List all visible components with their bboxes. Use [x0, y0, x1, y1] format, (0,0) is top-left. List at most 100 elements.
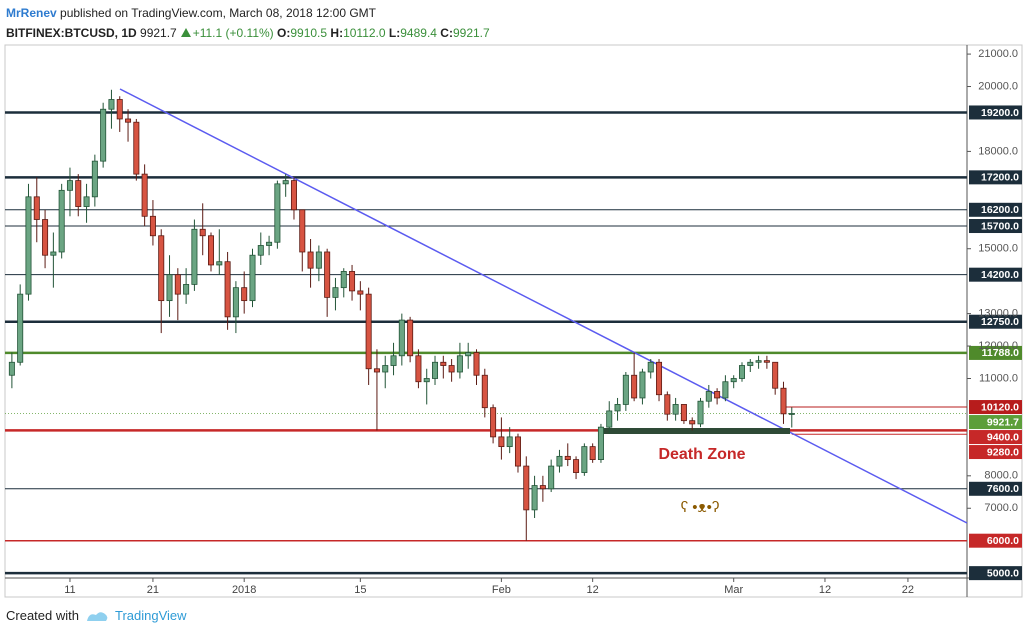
level-label: 6000.0	[987, 535, 1019, 547]
x-tick-label: 12	[819, 584, 831, 596]
candle-body	[597, 426, 604, 460]
candle-body	[249, 254, 256, 302]
candle-body	[50, 251, 57, 256]
y-tick-label: 7000.0	[984, 502, 1018, 514]
c-label: C:	[440, 26, 453, 40]
candle-body	[224, 261, 231, 318]
candle-body	[241, 287, 248, 302]
candle-body	[149, 215, 156, 237]
level-label: 9400.0	[987, 431, 1019, 443]
o-value: 9910.5	[290, 26, 328, 40]
candle-body	[83, 196, 90, 207]
candle-body	[42, 219, 49, 256]
candle-body	[763, 360, 770, 363]
candle-body	[274, 183, 281, 243]
candle-body	[548, 465, 555, 490]
candle-body	[166, 274, 173, 302]
levels	[5, 111, 967, 575]
l-value: 9489.4	[400, 26, 437, 40]
candle-body	[481, 374, 488, 409]
candle-body	[672, 404, 679, 415]
candle-body	[158, 235, 165, 302]
candle-body	[199, 228, 206, 237]
author[interactable]: MrRenev	[6, 6, 57, 20]
candle-body	[780, 387, 787, 415]
header-line: MrRenev published on TradingView.com, Ma…	[6, 3, 490, 23]
candle-body	[191, 228, 198, 285]
level-label-box	[969, 267, 1022, 282]
level-label: 7600.0	[987, 483, 1019, 495]
candle-body	[490, 407, 497, 438]
y-tick-label: 18000.0	[978, 145, 1018, 157]
candle-body	[498, 436, 505, 448]
price-labels: 19200.0 17200.0 16200.0 15700.0 14200.0 12750…	[969, 105, 1022, 581]
level-label: 12750.0	[981, 316, 1019, 328]
candle-body	[299, 209, 306, 253]
level-label: 9280.0	[987, 446, 1019, 458]
candles	[8, 89, 795, 541]
candle-body	[58, 189, 65, 253]
level-label: 10120.0	[981, 401, 1019, 413]
level-label: 11788.0	[982, 347, 1020, 359]
candle-body	[141, 173, 148, 217]
candle-body	[208, 235, 215, 266]
footer: Created with TradingView	[6, 608, 187, 623]
candle-body	[531, 485, 538, 511]
candle-body	[257, 245, 264, 256]
level-label: 5000.0	[987, 567, 1019, 579]
y-tick-label: 15000.0	[978, 243, 1018, 255]
published: published on TradingView.com, March 08, …	[60, 6, 376, 20]
level-label-box	[969, 170, 1022, 185]
x-tick-label: 12	[587, 584, 599, 596]
level-label-box	[969, 481, 1022, 496]
candle-body	[17, 293, 24, 363]
candle-body	[91, 160, 98, 198]
candle-body	[340, 271, 347, 289]
level-label-box	[969, 533, 1022, 548]
x-tick-label: 15	[354, 584, 366, 596]
candle-body	[589, 446, 596, 460]
candle-body	[324, 251, 331, 298]
candle-body	[232, 287, 239, 318]
y-tick-label: 13000.0	[978, 308, 1018, 320]
candle-body	[606, 410, 613, 428]
candle-body	[33, 196, 40, 220]
candle-body	[639, 371, 646, 399]
level-label: 9921.7	[987, 416, 1019, 428]
candle-body	[539, 485, 546, 490]
candle-body	[689, 420, 696, 425]
level-label: 14200.0	[981, 269, 1019, 281]
level-label-box	[969, 400, 1022, 415]
candle-body	[622, 374, 629, 405]
candle-body	[506, 436, 513, 448]
candle-body	[614, 404, 621, 412]
chart: Death Zone ʕ •ᴥ•ʔ 19200.017200.016200.01…	[4, 44, 1023, 598]
candle-body	[315, 251, 322, 269]
annotation: ʕ •ᴥ•ʔ	[681, 499, 720, 516]
y-tick-label: 12000.0	[978, 340, 1018, 352]
x-tick-label: 2018	[232, 584, 256, 596]
candle-body	[382, 365, 389, 373]
candle-body	[697, 400, 704, 425]
o-label: O:	[277, 26, 291, 40]
candle-body	[216, 261, 223, 266]
header-line: BITFINEX:BTCUSD, 1D 9921.7 +11.1 (+0.11%)…	[6, 23, 490, 43]
y-tick-label: 8000.0	[984, 470, 1018, 482]
candle-body	[788, 413, 795, 415]
up-arrow	[180, 28, 191, 37]
candle-body	[25, 196, 32, 295]
candle-body	[174, 274, 181, 295]
logo	[86, 611, 108, 621]
candle-body	[8, 361, 15, 376]
support-box	[598, 428, 790, 434]
candle-body	[714, 391, 721, 399]
candle-body	[705, 391, 712, 402]
level-label-box	[969, 314, 1022, 329]
candle-body	[108, 99, 115, 110]
x-tick-label: Feb	[492, 584, 511, 596]
brand[interactable]: TradingView	[114, 608, 187, 623]
candle-body	[133, 121, 140, 175]
candle-body	[456, 355, 463, 373]
annotation: Death Zone	[658, 446, 745, 463]
candle-body	[581, 446, 588, 473]
